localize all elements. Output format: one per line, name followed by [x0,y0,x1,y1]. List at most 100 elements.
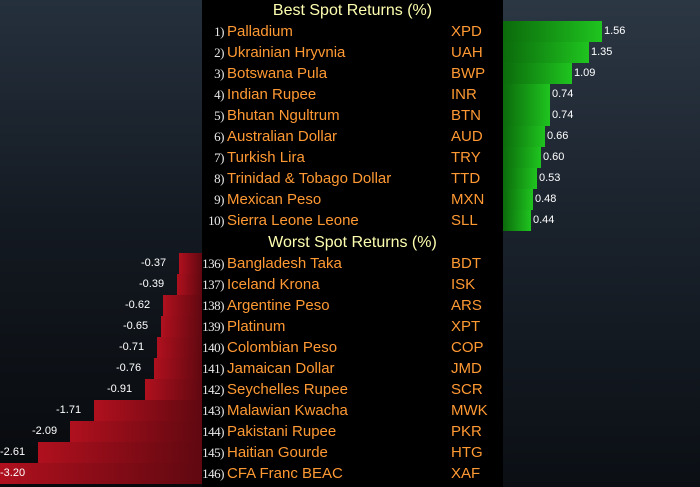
return-value: -0.76 [116,362,142,374]
table-row[interactable]: 142) Seychelles Rupee SCR -0.91 [0,379,700,400]
table-row[interactable]: 141) Jamaican Dollar JMD -0.76 [0,358,700,379]
return-value: 0.44 [533,214,555,226]
asset-code: INR [451,86,477,103]
asset-name: Argentine Peso [227,297,330,314]
table-row[interactable]: 10) Sierra Leone Leone SLL 0.44 [0,210,700,231]
asset-name: Indian Rupee [227,86,317,103]
asset-name: Trinidad & Tobago Dollar [227,170,392,187]
return-value: -3.20 [0,467,26,479]
return-value: -0.37 [141,257,167,269]
return-value: 1.56 [604,25,626,37]
positive-return-bar [503,105,550,126]
asset-code: BWP [451,65,486,82]
table-row[interactable]: 146) CFA Franc BEAC XAF -3.20 [0,463,700,484]
return-value: 0.74 [552,109,574,121]
table-row[interactable]: 140) Colombian Peso COP -0.71 [0,337,700,358]
asset-name: Iceland Krona [227,276,320,293]
table-row[interactable]: 3) Botswana Pula BWP 1.09 [0,63,700,84]
asset-code: AUD [451,128,483,145]
table-row[interactable]: 139) Platinum XPT -0.65 [0,316,700,337]
positive-return-bar [503,210,531,231]
rank-label: 6) [214,129,224,144]
asset-code: MXN [451,191,485,208]
asset-code: PKR [451,423,482,440]
negative-return-bar [0,463,202,484]
return-value: 0.48 [535,193,557,205]
asset-code: COP [451,339,484,356]
table-row[interactable]: 2) Ukrainian Hryvnia UAH 1.35 [0,42,700,63]
table-row[interactable]: 5) Bhutan Ngultrum BTN 0.74 [0,105,700,126]
table-row[interactable]: 143) Malawian Kwacha MWK -1.71 [0,400,700,421]
negative-return-bar [154,358,202,379]
table-row[interactable]: 6) Australian Dollar AUD 0.66 [0,126,700,147]
best-returns-header: Best Spot Returns (%) [272,2,433,19]
asset-name: Bhutan Ngultrum [227,107,340,124]
rank-label: 146) [202,466,224,481]
rank-label: 145) [202,445,224,460]
positive-return-bar [503,42,589,63]
return-value: 0.53 [539,172,561,184]
return-value: 1.09 [574,67,596,79]
rank-label: 8) [214,171,224,186]
rank-label: 10) [208,213,224,228]
negative-return-bar [145,379,202,400]
asset-code: SCR [451,381,483,398]
negative-return-bar [70,421,202,442]
asset-name: Malawian Kwacha [227,402,348,419]
asset-code: ARS [451,297,482,314]
table-row[interactable]: 136) Bangladesh Taka BDT -0.37 [0,253,700,274]
asset-name: Ukrainian Hryvnia [227,44,346,61]
negative-return-bar [38,442,202,463]
return-value: -0.39 [139,278,165,290]
asset-code: SLL [451,212,478,229]
return-value: -2.09 [32,425,58,437]
table-row[interactable]: 137) Iceland Krona ISK -0.39 [0,274,700,295]
asset-name: Seychelles Rupee [227,381,348,398]
asset-code: XPD [451,23,482,40]
positive-return-bar [503,84,550,105]
asset-name: Australian Dollar [227,128,338,145]
asset-code: JMD [451,360,482,377]
return-value: 0.74 [552,88,574,100]
asset-code: BTN [451,107,481,124]
asset-name: Sierra Leone Leone [227,212,359,229]
table-row[interactable]: 145) Haitian Gourde HTG -2.61 [0,442,700,463]
rank-label: 143) [202,403,224,418]
table-row[interactable]: 4) Indian Rupee INR 0.74 [0,84,700,105]
positive-return-bar [503,189,533,210]
table-row[interactable]: 144) Pakistani Rupee PKR -2.09 [0,421,700,442]
asset-name: Platinum [227,318,286,335]
rank-label: 139) [202,319,224,334]
asset-code: BDT [451,255,481,272]
rank-label: 3) [214,66,224,81]
table-row[interactable]: 1) Palladium XPD 1.56 [0,21,700,42]
positive-return-bar [503,168,537,189]
table-row[interactable]: 9) Mexican Peso MXN 0.48 [0,189,700,210]
rank-label: 9) [214,192,224,207]
table-row[interactable]: 7) Turkish Lira TRY 0.60 [0,147,700,168]
positive-return-bar [503,21,602,42]
positive-return-bar [503,63,572,84]
asset-name: Colombian Peso [227,339,338,356]
asset-name: Turkish Lira [227,149,305,166]
rank-label: 142) [202,382,224,397]
rank-label: 137) [202,277,224,292]
rank-label: 138) [202,298,224,313]
table-row[interactable]: 8) Trinidad & Tobago Dollar TTD 0.53 [0,168,700,189]
rank-label: 2) [214,45,224,60]
return-value: -0.71 [119,341,145,353]
asset-name: Botswana Pula [227,65,328,82]
negative-return-bar [179,253,202,274]
asset-name: Mexican Peso [227,191,322,208]
asset-code: UAH [451,44,483,61]
asset-name: Jamaican Dollar [227,360,335,377]
asset-code: TTD [451,170,481,187]
return-value: -2.61 [0,446,26,458]
return-value: -0.65 [123,320,149,332]
negative-return-bar [157,337,202,358]
asset-name: CFA Franc BEAC [227,465,343,482]
rank-label: 144) [202,424,224,439]
table-row[interactable]: 138) Argentine Peso ARS -0.62 [0,295,700,316]
positive-return-bar [503,147,541,168]
asset-name: Bangladesh Taka [227,255,342,272]
